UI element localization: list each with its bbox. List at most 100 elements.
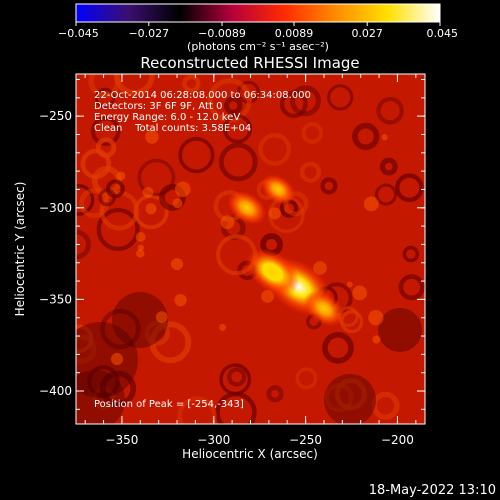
- texture-shadow: [76, 322, 138, 398]
- y-axis-label: Heliocentric Y (arcsec): [13, 182, 27, 317]
- texture-ring: [379, 157, 398, 176]
- colorbar-ticks: −0.045 −0.027 −0.0089 0.0089 0.027 0.045: [58, 22, 458, 40]
- texture-blob: [174, 181, 191, 198]
- texture-ring: [96, 207, 140, 251]
- texture-ring: [223, 96, 243, 115]
- x-axis-ticks: −350 −300 −250 −200: [84, 74, 417, 447]
- y-tick-label: −250: [39, 109, 72, 123]
- texture-blob: [381, 134, 388, 141]
- y-tick-label: −350: [39, 292, 72, 306]
- texture-ring: [218, 142, 258, 182]
- texture-ring: [158, 184, 186, 211]
- emission-source: [227, 190, 267, 225]
- texture-blob: [268, 207, 281, 220]
- x-axis-label: Heliocentric X (arcsec): [182, 447, 318, 461]
- texture-ring: [105, 179, 125, 199]
- texture-blob: [346, 281, 353, 288]
- texture-ring: [352, 122, 380, 151]
- texture-ring: [289, 85, 321, 117]
- texture-ring: [76, 184, 95, 216]
- texture-ring: [266, 385, 284, 403]
- texture-ring: [113, 74, 155, 96]
- texture-ring: [334, 378, 367, 411]
- texture-ring: [215, 391, 257, 424]
- texture-ring: [80, 148, 112, 180]
- texture-ring: [144, 320, 170, 346]
- texture-blob: [110, 352, 124, 366]
- texture-blob: [136, 249, 145, 258]
- texture-blob: [363, 196, 379, 212]
- texture-ring: [322, 331, 354, 364]
- texture-ring: [327, 84, 354, 111]
- texture-ring: [222, 114, 253, 144]
- texture-shadow: [76, 370, 125, 424]
- texture-blob: [174, 293, 187, 307]
- texture-blob: [220, 215, 235, 230]
- y-axis-ticks: −250 −300 −350 −400: [39, 78, 425, 410]
- texture-ring: [137, 158, 176, 197]
- colorbar-tick-label: 0.045: [427, 27, 459, 40]
- texture-blob: [145, 203, 157, 215]
- texture-blob: [170, 258, 184, 271]
- texture-ring: [374, 183, 398, 206]
- texture-ring: [402, 245, 420, 263]
- texture-ring: [177, 396, 217, 424]
- texture-ring: [324, 383, 354, 413]
- annotation-time: 22-Oct-2014 06:28:08.000 to 06:34:08.000: [94, 90, 311, 101]
- chart-title: Reconstructed RHESSI Image: [140, 54, 359, 72]
- texture-ring: [376, 96, 404, 125]
- texture-ring: [398, 274, 425, 301]
- colorbar-tick-label: 0.0089: [275, 27, 314, 40]
- texture-shadow: [324, 374, 376, 424]
- texture-shadow: [112, 292, 168, 348]
- texture-ring: [100, 308, 141, 350]
- emission-source: [261, 174, 296, 205]
- emission-source: [303, 290, 345, 327]
- texture-ring: [299, 161, 322, 183]
- colorbar-tick-label: −0.027: [128, 27, 169, 40]
- texture-blob: [372, 335, 381, 344]
- footer-timestamp: 18-May-2022 13:10: [369, 483, 496, 498]
- texture-ring: [182, 74, 201, 93]
- emission-sources: [227, 174, 345, 327]
- texture-blob: [145, 130, 159, 144]
- texture-ring: [279, 90, 308, 119]
- texture-ring: [301, 122, 324, 144]
- colorbar-tick-label: 0.027: [351, 27, 383, 40]
- texture-ring: [227, 367, 247, 387]
- texture-blob: [137, 244, 145, 251]
- ring-texture: [76, 74, 425, 424]
- colorbar: [75, 3, 441, 23]
- texture-ring: [76, 334, 97, 364]
- texture-ring: [258, 132, 292, 166]
- texture-ring: [320, 177, 338, 195]
- y-tick-label: −300: [39, 201, 72, 215]
- colorbar-tick-label: −0.0089: [198, 27, 246, 40]
- texture-ring: [90, 116, 121, 146]
- x-tick-label: −200: [381, 433, 414, 447]
- texture-blob: [219, 323, 227, 331]
- annotation-clean: Clean Total counts: 3.58E+04: [94, 123, 251, 134]
- y-tick-label: −400: [39, 384, 72, 398]
- texture-blob: [172, 198, 183, 209]
- texture-blob: [155, 311, 168, 323]
- texture-blob: [116, 171, 126, 181]
- texture-blob: [135, 231, 146, 242]
- annotation-detectors: Detectors: 3F 6F 9F, Att 0: [94, 101, 222, 112]
- annotation-energy: Energy Range: 6.0 - 12.0 keV: [94, 112, 240, 123]
- peak-position-label: Position of Peak = [-254,-343]: [94, 399, 244, 410]
- emission-source: [245, 248, 300, 296]
- texture-ring: [295, 367, 318, 390]
- x-tick-label: −350: [105, 433, 138, 447]
- texture-ring: [99, 370, 137, 407]
- colorbar-units: (photons cm⁻² s⁻¹ asec⁻²): [187, 40, 329, 53]
- texture-ring: [371, 391, 400, 420]
- texture-ring: [94, 87, 116, 109]
- texture-ring: [178, 137, 215, 174]
- texture-blob: [352, 285, 368, 301]
- texture-blob: [368, 310, 384, 326]
- texture-blob: [261, 289, 275, 303]
- image-area: [76, 74, 425, 424]
- texture-shadow: [378, 308, 422, 352]
